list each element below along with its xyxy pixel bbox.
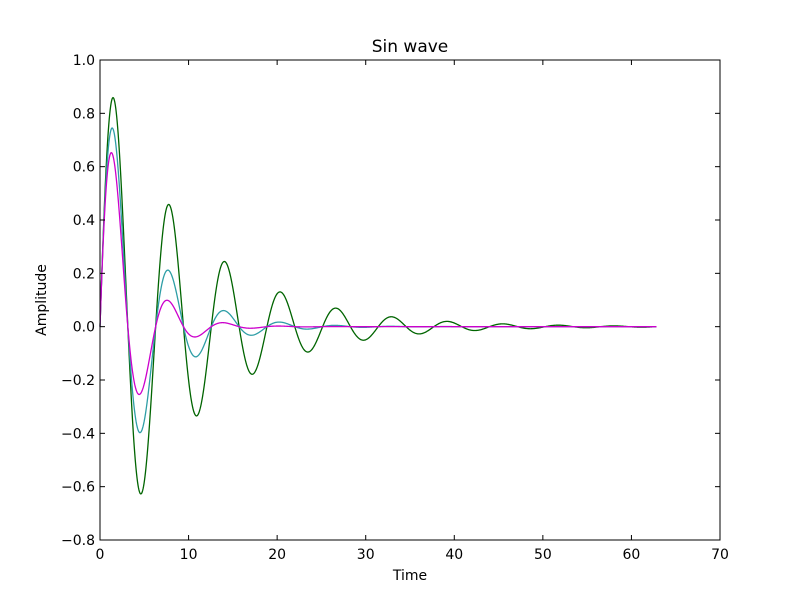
y-tick-label: −0.8 — [61, 533, 95, 549]
y-tick-label: −0.6 — [61, 480, 95, 496]
series-line-2 — [99, 127, 657, 434]
y-tick-label: 0.4 — [73, 213, 95, 229]
series-line-1 — [99, 96, 657, 495]
x-tick-label: 10 — [180, 547, 198, 563]
x-tick-label: 20 — [268, 547, 286, 563]
y-tick-label: −0.2 — [61, 373, 95, 389]
y-tick-label: 0.8 — [73, 106, 95, 122]
x-tick-label: 60 — [623, 547, 641, 563]
y-tick-label: 1.0 — [73, 53, 95, 69]
x-tick-label: 70 — [711, 547, 729, 563]
x-tick-label: 40 — [445, 547, 463, 563]
y-axis-label: Amplitude — [34, 264, 50, 336]
y-tick-label: 0.0 — [73, 320, 95, 336]
x-tick-label: 0 — [96, 547, 105, 563]
x-axis: 0 10 20 30 40 50 60 70 — [96, 60, 729, 563]
series-line-3 — [99, 152, 657, 396]
y-axis: −0.8 −0.6 −0.4 −0.2 0.0 0.2 0.4 0.6 0.8 1.0 — [61, 53, 720, 549]
chart-title: Sin wave — [372, 37, 449, 57]
plot-frame — [99, 59, 721, 541]
x-tick-label: 30 — [357, 547, 375, 563]
y-tick-label: −0.4 — [61, 426, 95, 442]
x-axis-label: Time — [392, 568, 427, 584]
y-tick-label: 0.2 — [73, 266, 95, 282]
y-tick-label: 0.6 — [73, 160, 95, 176]
series-layer — [99, 96, 657, 495]
x-tick-label: 50 — [534, 547, 552, 563]
